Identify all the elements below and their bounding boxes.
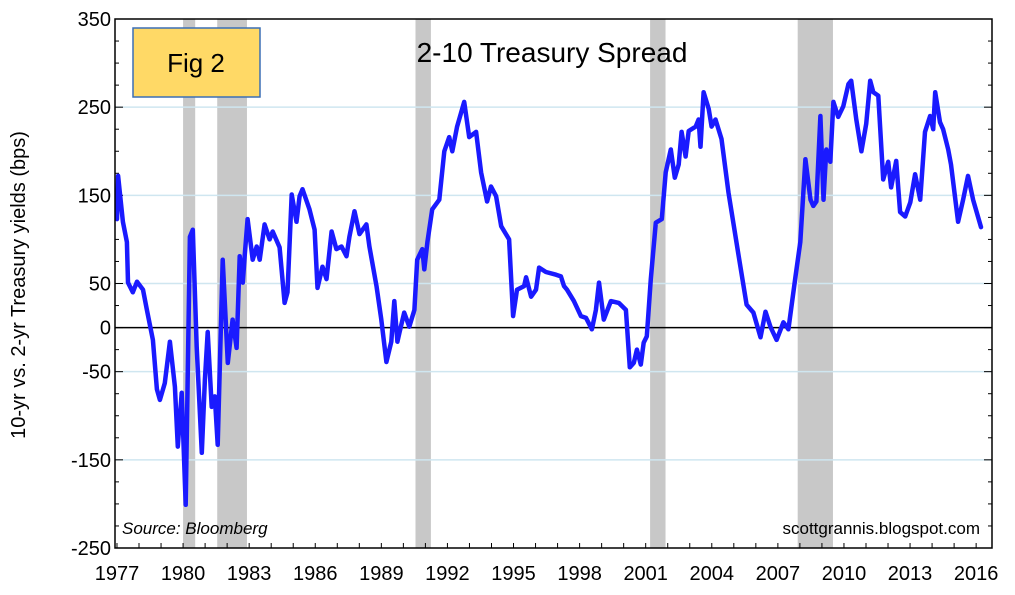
source-note: Source: Bloomberg <box>122 519 268 538</box>
y-tick-label: -150 <box>71 450 111 472</box>
y-axis-ticks: 350 250 150 50 0 -50 -150 -250 <box>71 9 992 560</box>
credit-note: scottgrannis.blogspot.com <box>783 519 981 538</box>
x-tick-label: 1986 <box>293 563 338 585</box>
y-tick-label: 50 <box>89 274 111 296</box>
x-tick-label: 1980 <box>161 563 206 585</box>
x-axis-ticks: 1977 1980 1983 1986 1989 1992 1995 1998 2001 2004… <box>95 543 999 585</box>
x-tick-label: 1998 <box>557 563 602 585</box>
y-axis-label: 10-yr vs. 2-yr Treasury yields (bps) <box>8 131 30 439</box>
x-tick-label: 1977 <box>95 563 140 585</box>
gridlines <box>115 106 992 461</box>
x-tick-label: 2016 <box>954 563 999 585</box>
figure-badge-label: Fig 2 <box>167 48 225 78</box>
plot-frame <box>114 18 993 549</box>
y-tick-label: 350 <box>78 9 111 31</box>
x-tick-label: 2004 <box>690 563 735 585</box>
x-tick-label: 2013 <box>888 563 933 585</box>
y-tick-label: 0 <box>100 318 111 340</box>
y-tick-label: -50 <box>82 362 111 384</box>
x-tick-label: 2001 <box>623 563 668 585</box>
x-tick-label: 1983 <box>227 563 272 585</box>
y-tick-label: 250 <box>78 97 111 119</box>
chart-title: 2-10 Treasury Spread <box>417 37 688 68</box>
x-tick-label: 1992 <box>425 563 470 585</box>
x-tick-label: 1995 <box>491 563 536 585</box>
y-tick-label: -250 <box>71 538 111 560</box>
figure-badge <box>132 27 261 98</box>
y-tick-label: 150 <box>78 185 111 207</box>
x-tick-label: 1989 <box>359 563 404 585</box>
x-tick-label: 2010 <box>822 563 867 585</box>
x-tick-label: 2007 <box>756 563 801 585</box>
series-line <box>114 78 984 508</box>
